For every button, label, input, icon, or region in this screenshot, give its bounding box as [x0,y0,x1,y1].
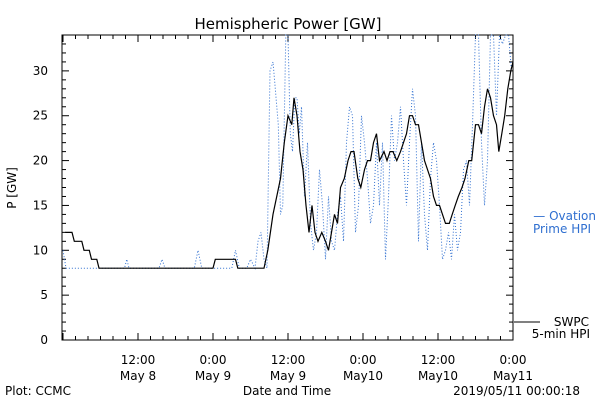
x-tick-date-label-4: May10 [418,369,458,383]
plot-frame [61,34,514,341]
x-tick-date-label-1: May 9 [195,369,231,383]
x-tick-date-label-3: May10 [343,369,383,383]
legend-ovation: — Ovation Prime HPI [533,209,596,236]
series-line-ovation [62,34,512,270]
legend-ovation-line-2: Prime HPI [533,222,591,236]
footer-right: 2019/05/11 00:00:18 [453,384,580,398]
y-tick-label-15: 15 [33,198,48,212]
y-tick-label-30: 30 [33,64,48,78]
legend-swpc: SWPC 5-min HPI [514,315,590,341]
y-tick-label-20: 20 [33,154,48,168]
footer-left: Plot: CCMC [5,384,71,398]
x-tick-time-label-5: 0:00 [500,353,527,367]
x-tick-time-label-1: 0:00 [200,353,227,367]
x-axis-label: Date and Time [243,384,331,398]
y-ticks: 0 5 10 15 20 25 30 [33,34,513,347]
x-tick-date-label-2: May 9 [270,369,306,383]
y-axis-label: P [GW] [5,167,19,209]
x-ticks: 12:00 May 8 0:00 May 9 12:00 May 9 0:00 May10 12… [62,35,533,383]
x-tick-time-label-0: 12:00 [121,353,156,367]
legend-ovation-line-1: — Ovation [533,209,596,223]
x-tick-time-label-2: 12:00 [271,353,306,367]
x-tick-time-label-3: 0:00 [350,353,377,367]
legend-swpc-line-1: SWPC [554,315,589,329]
x-tick-date-label-5: May11 [493,369,533,383]
chart-title: Hemispheric Power [GW] [195,15,382,33]
y-tick-label-10: 10 [33,243,48,257]
y-tick-label-5: 5 [40,288,48,302]
series-line-swpc [65,61,514,269]
y-tick-label-25: 25 [33,109,48,123]
x-tick-date-label-0: May 8 [120,369,156,383]
y-tick-label-0: 0 [40,333,48,347]
legend-swpc-line-2: 5-min HPI [532,327,590,341]
x-tick-time-label-4: 12:00 [421,353,456,367]
series-layer [62,34,514,270]
